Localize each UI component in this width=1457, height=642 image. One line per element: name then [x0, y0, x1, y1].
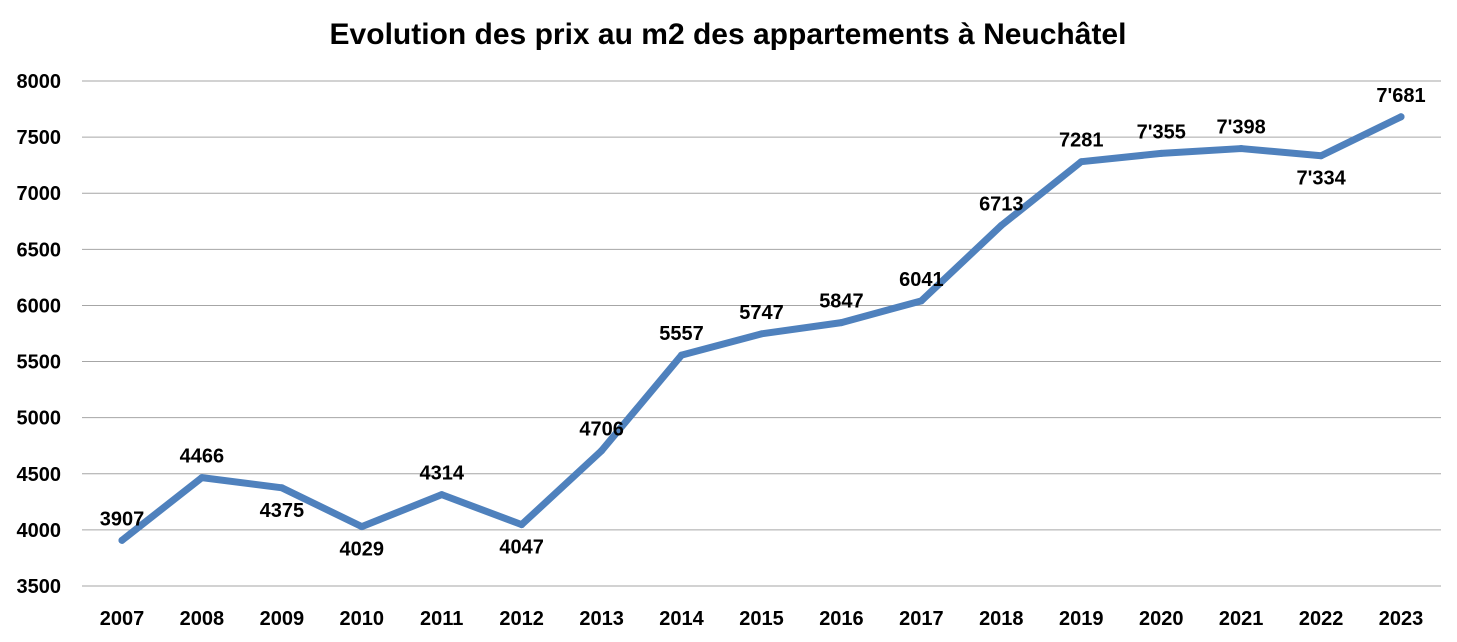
data-label: 5747: [739, 302, 784, 324]
y-tick-label: 8000: [17, 71, 62, 93]
x-tick-label: 2015: [739, 608, 784, 630]
x-tick-label: 2019: [1059, 608, 1104, 630]
data-label: 4047: [499, 537, 544, 559]
data-point: [1077, 158, 1085, 166]
data-point: [1397, 113, 1405, 121]
y-tick-label: 7500: [17, 127, 62, 149]
series-line: [118, 113, 1405, 544]
data-label: 7'334: [1296, 168, 1346, 190]
data-label: 5557: [659, 323, 704, 345]
x-tick-label: 2008: [180, 608, 225, 630]
data-label: 7'681: [1376, 85, 1425, 107]
data-point: [598, 447, 606, 455]
x-tick-label: 2012: [499, 608, 544, 630]
data-label: 5847: [819, 291, 864, 313]
data-point: [837, 319, 845, 327]
x-tick-label: 2022: [1299, 608, 1344, 630]
data-point: [917, 297, 925, 305]
x-tick-label: 2009: [260, 608, 305, 630]
y-tick-label: 4500: [17, 464, 62, 486]
data-point: [358, 523, 366, 531]
chart-title: Evolution des prix au m2 des appartement…: [330, 18, 1127, 51]
data-label: 6713: [979, 193, 1024, 215]
x-tick-label: 2011: [420, 608, 463, 630]
data-point: [1317, 152, 1325, 160]
data-point: [438, 491, 446, 499]
data-point: [118, 536, 126, 544]
x-axis-ticks: 2007 2008 2009 2010 2011 2012 2013 2014 2015 2016…: [100, 608, 1424, 630]
data-point: [758, 330, 765, 338]
y-tick-label: 3500: [17, 576, 62, 598]
data-label: 7'355: [1137, 121, 1186, 143]
x-tick-label: 2010: [340, 608, 385, 630]
y-tick-label: 5500: [17, 352, 62, 374]
x-tick-label: 2018: [979, 608, 1024, 630]
data-point: [278, 484, 286, 492]
data-point: [198, 474, 206, 482]
x-tick-label: 2007: [100, 608, 145, 630]
data-label: 6041: [899, 269, 944, 291]
y-tick-label: 5000: [17, 408, 62, 430]
data-point: [518, 521, 526, 529]
x-tick-label: 2020: [1139, 608, 1184, 630]
gridlines: [82, 80, 1441, 587]
data-label: 7'398: [1217, 117, 1266, 139]
y-tick-label: 6000: [17, 295, 62, 317]
data-label: 4375: [260, 500, 305, 522]
y-tick-label: 6500: [17, 239, 62, 261]
y-tick-label: 4000: [17, 520, 62, 542]
y-tick-label: 7000: [17, 183, 62, 205]
y-axis-ticks: 8000 7500 7000 6500 6000 5500 5000 4500 4000 3500: [17, 71, 62, 598]
x-tick-label: 2013: [579, 608, 624, 630]
data-label: 4314: [419, 463, 464, 485]
data-point: [1157, 149, 1165, 157]
series-line-layer: [118, 113, 1405, 544]
x-tick-label: 2016: [819, 608, 864, 630]
data-label: 3907: [100, 508, 145, 530]
data-point: [678, 351, 686, 359]
x-tick-label: 2017: [899, 608, 944, 630]
x-tick-label: 2023: [1379, 608, 1424, 630]
data-label: 4466: [180, 446, 225, 468]
data-label: 4706: [579, 419, 624, 441]
data-point: [997, 221, 1005, 229]
data-label: 7281: [1059, 130, 1104, 152]
x-tick-label: 2014: [659, 608, 704, 630]
data-labels: 3907 4466 4375 4029 4314 4047 4706 5557 5747 5847…: [100, 85, 1426, 561]
x-tick-label: 2021: [1219, 608, 1264, 630]
data-point: [1237, 145, 1245, 153]
data-label: 4029: [340, 539, 385, 561]
